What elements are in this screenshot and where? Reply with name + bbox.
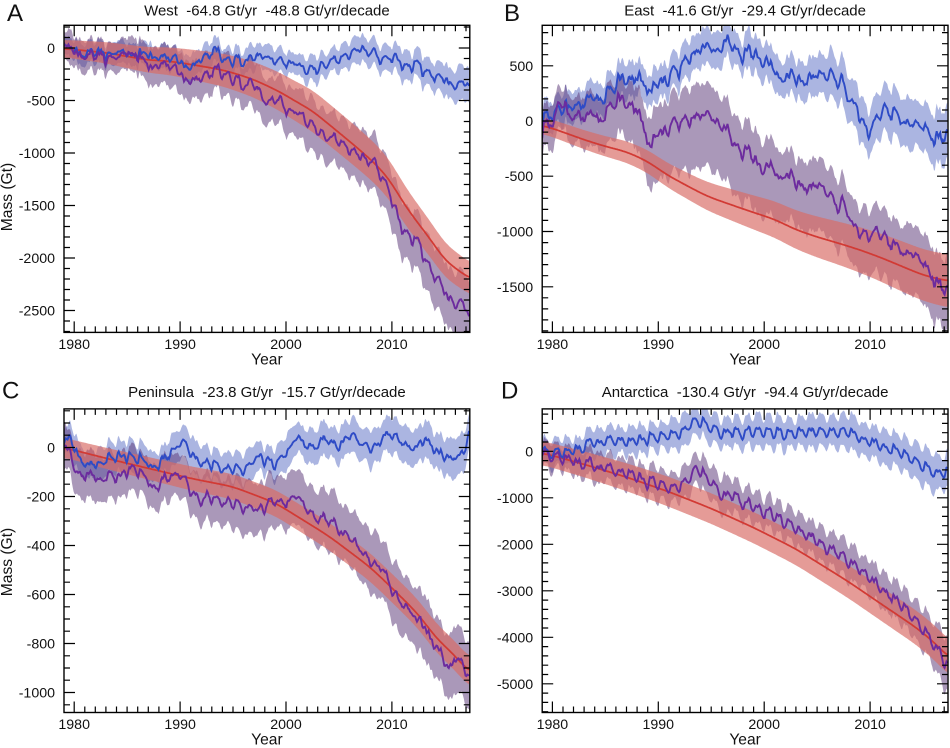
svg-text:-1000: -1000 <box>497 225 533 241</box>
svg-text:2010: 2010 <box>854 717 886 733</box>
svg-text:-1500: -1500 <box>497 280 533 296</box>
svg-text:Peninsula -23.8 Gt/yr -15.7: Peninsula -23.8 Gt/yr -15.7 Gt/yr/decade <box>128 384 406 401</box>
svg-text:C: C <box>2 378 19 405</box>
svg-text:1990: 1990 <box>164 717 196 733</box>
svg-text:1980: 1980 <box>58 717 90 733</box>
svg-text:-600: -600 <box>27 588 56 604</box>
svg-text:0: 0 <box>47 441 55 457</box>
svg-text:2000: 2000 <box>748 337 780 353</box>
svg-text:-5000: -5000 <box>497 677 533 693</box>
svg-text:500: 500 <box>510 59 534 75</box>
svg-text:-3000: -3000 <box>497 584 533 600</box>
svg-text:-4000: -4000 <box>497 630 533 646</box>
svg-text:-200: -200 <box>27 490 56 506</box>
svg-text:Year: Year <box>729 351 761 368</box>
svg-text:-500: -500 <box>27 94 56 110</box>
svg-text:-2000: -2000 <box>497 537 533 553</box>
svg-text:A: A <box>7 0 23 27</box>
svg-text:2010: 2010 <box>376 337 408 353</box>
svg-text:0: 0 <box>525 114 533 130</box>
svg-text:Antarctica -130.4 Gt/yr -94.: Antarctica -130.4 Gt/yr -94.4 Gt/yr/deca… <box>602 384 889 401</box>
svg-text:-1000: -1000 <box>19 146 55 162</box>
svg-text:-2000: -2000 <box>19 251 55 267</box>
svg-text:-2500: -2500 <box>19 304 55 320</box>
svg-text:2010: 2010 <box>854 337 886 353</box>
svg-text:-400: -400 <box>27 539 56 555</box>
svg-text:-1500: -1500 <box>19 199 55 215</box>
svg-text:Mass (Gt): Mass (Gt) <box>0 163 16 231</box>
svg-text:Year: Year <box>729 732 761 748</box>
svg-text:East -41.6 Gt/yr -29.4 Gt/yr: East -41.6 Gt/yr -29.4 Gt/yr/decade <box>624 3 866 20</box>
svg-text:Mass (Gt): Mass (Gt) <box>0 528 16 596</box>
svg-text:-800: -800 <box>27 637 56 653</box>
svg-text:2000: 2000 <box>270 717 302 733</box>
svg-text:Year: Year <box>251 351 283 368</box>
svg-text:0: 0 <box>525 444 533 460</box>
svg-text:1980: 1980 <box>537 337 569 353</box>
svg-text:0: 0 <box>47 41 55 57</box>
svg-text:2000: 2000 <box>270 337 302 353</box>
svg-text:2010: 2010 <box>376 717 408 733</box>
svg-text:West -64.8 Gt/yr -48.8 Gt/yr: West -64.8 Gt/yr -48.8 Gt/yr/decade <box>144 3 390 20</box>
svg-text:B: B <box>504 0 520 27</box>
svg-text:1990: 1990 <box>643 337 675 353</box>
svg-text:-500: -500 <box>505 169 534 185</box>
svg-text:2000: 2000 <box>748 717 780 733</box>
svg-text:Year: Year <box>251 732 283 748</box>
svg-text:1990: 1990 <box>164 337 196 353</box>
svg-text:-1000: -1000 <box>497 491 533 507</box>
svg-text:-1000: -1000 <box>19 686 55 702</box>
svg-text:1980: 1980 <box>537 717 569 733</box>
svg-text:D: D <box>501 378 518 405</box>
svg-text:1980: 1980 <box>58 337 90 353</box>
svg-text:1990: 1990 <box>643 717 675 733</box>
